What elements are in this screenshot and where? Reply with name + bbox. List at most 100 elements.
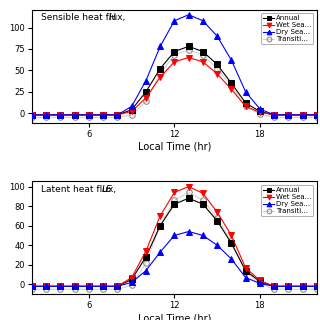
- Wet Sea...: [87, 113, 91, 117]
- Dry Sea...: [272, 284, 276, 288]
- Transiti...: [286, 116, 290, 119]
- Wet Sea...: [144, 249, 148, 253]
- Transiti...: [172, 53, 176, 57]
- Wet Sea...: [187, 56, 191, 60]
- Dry Sea...: [244, 90, 248, 94]
- Transiti...: [215, 216, 219, 220]
- Wet Sea...: [229, 87, 233, 91]
- Dry Sea...: [315, 113, 319, 117]
- Wet Sea...: [244, 104, 248, 108]
- Annual: [101, 284, 105, 288]
- Annual: [187, 44, 191, 48]
- Transiti...: [44, 116, 48, 119]
- Annual: [30, 284, 34, 288]
- Dry Sea...: [215, 34, 219, 38]
- Dry Sea...: [258, 107, 262, 111]
- Annual: [315, 284, 319, 288]
- X-axis label: Local Time (hr): Local Time (hr): [138, 141, 211, 151]
- Annual: [44, 284, 48, 288]
- Annual: [73, 284, 77, 288]
- Wet Sea...: [201, 191, 205, 195]
- Dry Sea...: [116, 113, 119, 117]
- Wet Sea...: [244, 266, 248, 270]
- Annual: [87, 113, 91, 117]
- Wet Sea...: [286, 284, 290, 288]
- Wet Sea...: [158, 75, 162, 79]
- Dry Sea...: [215, 243, 219, 247]
- Annual: [158, 67, 162, 71]
- Dry Sea...: [172, 234, 176, 237]
- Wet Sea...: [315, 284, 319, 288]
- Wet Sea...: [87, 284, 91, 288]
- Annual: [144, 255, 148, 259]
- Transiti...: [229, 84, 233, 88]
- Annual: [130, 108, 134, 112]
- Wet Sea...: [158, 214, 162, 218]
- Dry Sea...: [315, 284, 319, 288]
- Wet Sea...: [59, 284, 62, 288]
- Wet Sea...: [30, 284, 34, 288]
- Transiti...: [116, 116, 119, 119]
- Transiti...: [158, 224, 162, 228]
- Annual: [301, 113, 305, 117]
- Wet Sea...: [258, 278, 262, 282]
- Annual: [215, 219, 219, 223]
- Transiti...: [172, 198, 176, 202]
- Wet Sea...: [59, 113, 62, 117]
- Dry Sea...: [73, 113, 77, 117]
- Wet Sea...: [272, 284, 276, 288]
- Line: Dry Sea...: Dry Sea...: [29, 12, 320, 118]
- Annual: [59, 284, 62, 288]
- Annual: [187, 196, 191, 200]
- Transiti...: [158, 72, 162, 76]
- Annual: [201, 50, 205, 53]
- Annual: [286, 113, 290, 117]
- Dry Sea...: [229, 58, 233, 62]
- Text: H: H: [109, 13, 116, 22]
- Wet Sea...: [315, 113, 319, 117]
- Wet Sea...: [101, 284, 105, 288]
- Text: LE: LE: [102, 185, 113, 194]
- Wet Sea...: [130, 109, 134, 113]
- Transiti...: [187, 190, 191, 194]
- Transiti...: [272, 287, 276, 291]
- Wet Sea...: [116, 113, 119, 117]
- Wet Sea...: [301, 113, 305, 117]
- Transiti...: [144, 99, 148, 103]
- Dry Sea...: [229, 257, 233, 261]
- X-axis label: Local Time (hr): Local Time (hr): [138, 313, 211, 320]
- Annual: [229, 241, 233, 245]
- Dry Sea...: [158, 250, 162, 254]
- Dry Sea...: [73, 284, 77, 288]
- Annual: [172, 202, 176, 206]
- Dry Sea...: [272, 113, 276, 117]
- Dry Sea...: [59, 284, 62, 288]
- Dry Sea...: [101, 284, 105, 288]
- Annual: [229, 81, 233, 85]
- Wet Sea...: [215, 72, 219, 76]
- Wet Sea...: [272, 113, 276, 117]
- Dry Sea...: [286, 284, 290, 288]
- Text: Latent heat flux,: Latent heat flux,: [41, 185, 118, 194]
- Dry Sea...: [30, 284, 34, 288]
- Line: Annual: Annual: [29, 44, 320, 118]
- Transiti...: [258, 112, 262, 116]
- Dry Sea...: [201, 19, 205, 23]
- Dry Sea...: [30, 113, 34, 117]
- Dry Sea...: [172, 19, 176, 23]
- Wet Sea...: [187, 185, 191, 188]
- Transiti...: [187, 48, 191, 52]
- Transiti...: [315, 287, 319, 291]
- Dry Sea...: [244, 276, 248, 279]
- Transiti...: [286, 287, 290, 291]
- Annual: [73, 113, 77, 117]
- Transiti...: [258, 282, 262, 285]
- Wet Sea...: [286, 113, 290, 117]
- Transiti...: [101, 116, 105, 119]
- Dry Sea...: [301, 113, 305, 117]
- Annual: [244, 269, 248, 273]
- Transiti...: [116, 287, 119, 291]
- Line: Dry Sea...: Dry Sea...: [29, 229, 320, 289]
- Transiti...: [144, 261, 148, 265]
- Wet Sea...: [73, 284, 77, 288]
